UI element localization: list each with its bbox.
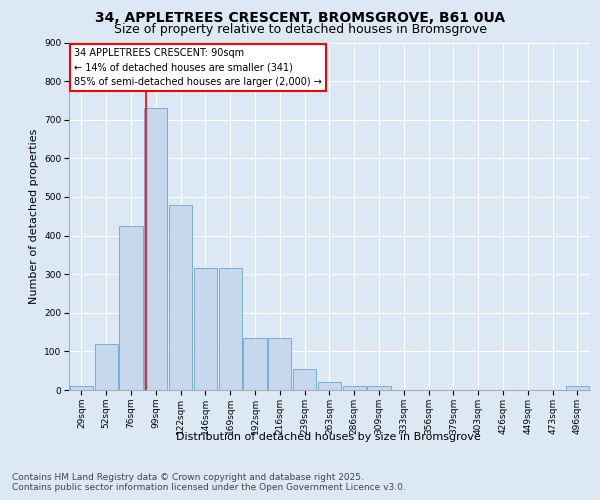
Bar bbox=[293, 369, 316, 390]
Bar bbox=[70, 386, 93, 390]
Text: 34 APPLETREES CRESCENT: 90sqm
← 14% of detached houses are smaller (341)
85% of : 34 APPLETREES CRESCENT: 90sqm ← 14% of d… bbox=[74, 48, 322, 88]
Bar bbox=[144, 108, 167, 390]
Bar bbox=[244, 338, 266, 390]
Text: Contains HM Land Registry data © Crown copyright and database right 2025.: Contains HM Land Registry data © Crown c… bbox=[12, 472, 364, 482]
Text: Contains public sector information licensed under the Open Government Licence v3: Contains public sector information licen… bbox=[12, 484, 406, 492]
Text: Distribution of detached houses by size in Bromsgrove: Distribution of detached houses by size … bbox=[176, 432, 481, 442]
Bar bbox=[218, 268, 242, 390]
Text: Size of property relative to detached houses in Bromsgrove: Size of property relative to detached ho… bbox=[113, 22, 487, 36]
Bar bbox=[318, 382, 341, 390]
Bar bbox=[119, 226, 143, 390]
Bar bbox=[566, 386, 589, 390]
Bar bbox=[95, 344, 118, 390]
Bar bbox=[194, 268, 217, 390]
Bar bbox=[343, 386, 366, 390]
Bar bbox=[367, 386, 391, 390]
Y-axis label: Number of detached properties: Number of detached properties bbox=[29, 128, 38, 304]
Bar bbox=[169, 204, 192, 390]
Bar bbox=[268, 338, 292, 390]
Text: 34, APPLETREES CRESCENT, BROMSGROVE, B61 0UA: 34, APPLETREES CRESCENT, BROMSGROVE, B61… bbox=[95, 11, 505, 25]
